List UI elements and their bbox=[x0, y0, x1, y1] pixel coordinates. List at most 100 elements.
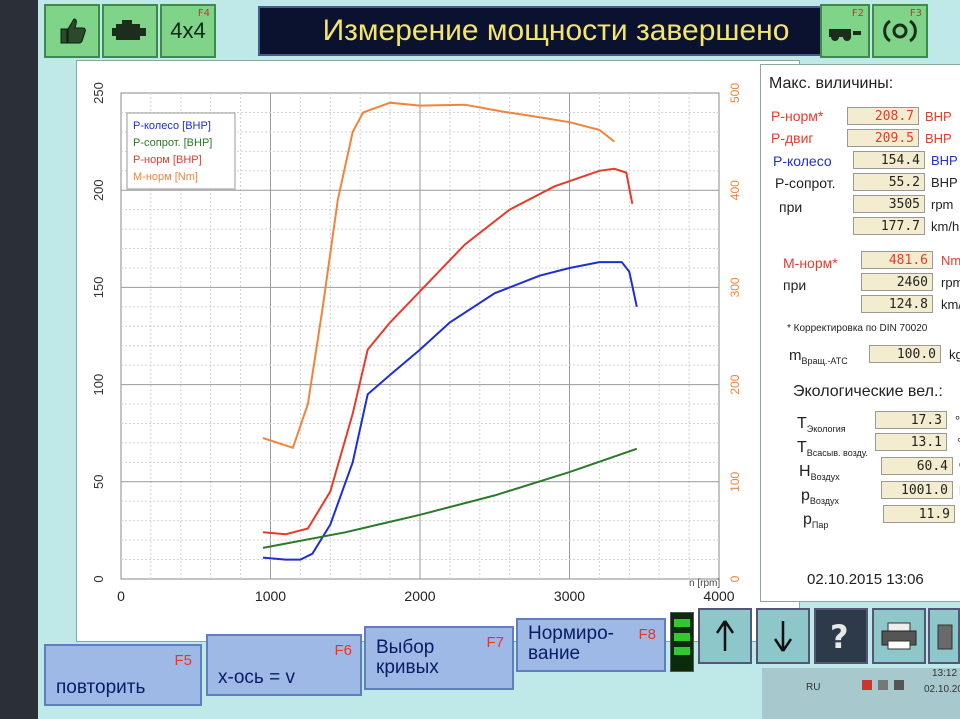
y-right-tick-label: 0 bbox=[728, 575, 742, 582]
fkey-f8: F8 bbox=[638, 626, 656, 643]
y-left-tick-label: 100 bbox=[91, 374, 106, 396]
y-right-tick-label: 200 bbox=[728, 374, 742, 394]
t-eco-sub: Экология bbox=[806, 424, 846, 435]
clock-date: 02.10.20 bbox=[924, 684, 960, 695]
repeat-label: повторить bbox=[56, 677, 146, 698]
y-left-tick-label: 250 bbox=[91, 82, 106, 104]
x-axis-v-button[interactable]: F6 x-ось = v bbox=[206, 634, 362, 696]
p-sopr-label: P-сопрот. bbox=[775, 175, 836, 191]
p-koleso-value: 154.4 bbox=[853, 151, 925, 169]
brake-test-button[interactable]: F2 bbox=[820, 4, 870, 58]
power-chart: 0 1000 2000 3000 4000 0 50 100 150 200 250 0 100 200 3… bbox=[91, 82, 742, 604]
t-eco-label: TЭкология bbox=[797, 415, 846, 434]
m-norm-value: 481.6 bbox=[861, 251, 933, 269]
m-norm-unit: Nm bbox=[941, 253, 960, 268]
p-sopr-value: 55.2 bbox=[853, 173, 925, 191]
din-note: * Корректировка по DIN 70020 bbox=[787, 323, 928, 334]
scroll-up-button[interactable] bbox=[698, 608, 752, 664]
p-koleso-unit: BHP bbox=[931, 153, 958, 168]
y-left-tick-label: 200 bbox=[91, 179, 106, 201]
series-line-2 bbox=[262, 167, 634, 536]
pri-rpm-unit: rpm bbox=[931, 197, 954, 212]
select-curves-line2: кривых bbox=[376, 657, 439, 678]
y-left-tick-label: 0 bbox=[91, 575, 106, 582]
values-panel: Макс. виличины: P-норм* 208.7 BHP P-двиг… bbox=[760, 64, 960, 602]
t-vs-symbol: T bbox=[797, 439, 807, 456]
normalize-label: Нормиро-вание bbox=[528, 624, 614, 664]
mass-symbol: m bbox=[789, 347, 802, 364]
screen: 4x4 F4 Измерение мощности завершено F2 F… bbox=[38, 0, 960, 719]
legend-entry-0: P-колесо [BHP] bbox=[133, 120, 211, 132]
h-sub: Воздух bbox=[810, 472, 840, 483]
p-par-sub: Пар bbox=[811, 520, 829, 531]
series-line-0 bbox=[262, 261, 638, 561]
t-vs-unit: °C bbox=[957, 435, 960, 450]
y-right-tick-label: 500 bbox=[728, 83, 742, 103]
mass-sub: Вращ.-АТС bbox=[801, 356, 848, 366]
os-taskbar: RU 13:12 02.10.20 bbox=[762, 668, 960, 719]
fkey-roller: F3 bbox=[909, 8, 922, 19]
m-rpm-value: 2460 bbox=[861, 273, 933, 291]
normalize-button[interactable]: F8 Нормиро-вание bbox=[516, 618, 666, 672]
level-indicator bbox=[670, 612, 694, 672]
legend-box bbox=[126, 112, 236, 190]
thumbs-up-button[interactable] bbox=[44, 4, 100, 58]
m-speed-value: 124.8 bbox=[861, 295, 933, 313]
4x4-label: 4x4 bbox=[170, 18, 206, 43]
legend-entry-1: P-сопрот. [BHP] bbox=[133, 137, 212, 149]
clock-time: 13:12 bbox=[932, 668, 958, 679]
lang-indicator[interactable]: RU bbox=[806, 682, 821, 693]
dyno-roller-icon bbox=[829, 29, 861, 41]
p-dvig-value: 209.5 bbox=[847, 129, 919, 147]
tray-icons bbox=[862, 680, 904, 690]
chart-legend: P-колесо [BHP] P-сопрот. [BHP] P-норм [BHP… bbox=[126, 112, 236, 190]
legend-entry-3: М-норм [Nm] bbox=[133, 171, 198, 183]
exit-button[interactable] bbox=[928, 608, 960, 664]
x-tick-label: 2000 bbox=[404, 588, 435, 604]
p-dvig-label: P-двиг bbox=[771, 130, 814, 146]
pri-label-2: при bbox=[783, 277, 807, 293]
pri-label-1: при bbox=[779, 199, 803, 215]
t-eco-symbol: T bbox=[797, 415, 807, 432]
select-curves-button[interactable]: F7 Выбор кривых bbox=[364, 626, 514, 690]
y-right-tick-label: 100 bbox=[728, 471, 742, 491]
x-axis-label: n [rpm] bbox=[689, 578, 720, 589]
m-speed-unit: km/h bbox=[941, 297, 960, 312]
pri-speed-unit: km/h bbox=[931, 219, 960, 234]
h-symbol: H bbox=[799, 463, 811, 480]
roller-button[interactable]: F3 bbox=[872, 4, 928, 58]
max-values-title: Макс. виличины: bbox=[769, 75, 894, 92]
repeat-button[interactable]: F5 повторить bbox=[44, 644, 202, 706]
arrow-up-icon bbox=[715, 620, 735, 651]
y-left-tick-label: 150 bbox=[91, 277, 106, 299]
print-button[interactable] bbox=[872, 608, 926, 664]
p-norm-label: P-норм* bbox=[771, 108, 824, 124]
door-icon bbox=[937, 624, 953, 650]
mass-value: 100.0 bbox=[869, 345, 941, 363]
mass-unit: kg bbox=[949, 347, 960, 362]
y-right-tick-label: 300 bbox=[728, 277, 742, 297]
4x4-button[interactable]: 4x4 F4 bbox=[160, 4, 216, 58]
p-par-symbol: p bbox=[803, 511, 812, 528]
p-air-label: pВоздух bbox=[801, 487, 839, 506]
m-rpm-unit: rpm bbox=[941, 275, 960, 290]
chart-curves bbox=[262, 101, 638, 561]
svg-text:?: ? bbox=[830, 618, 849, 654]
y-right-tick-label: 400 bbox=[728, 180, 742, 200]
scroll-down-button[interactable] bbox=[756, 608, 810, 664]
select-curves-line1: Выбор bbox=[376, 637, 435, 658]
t-vs-label: TВсасыв. возду. bbox=[797, 439, 868, 458]
select-curves-label: Выбор кривых bbox=[376, 638, 439, 678]
fkey-f5: F5 bbox=[174, 652, 192, 669]
y-left-tick-label: 50 bbox=[91, 475, 106, 489]
t-eco-unit: °C bbox=[955, 413, 960, 428]
brake-disc-icon bbox=[883, 19, 917, 43]
pri-rpm-value: 3505 bbox=[853, 195, 925, 213]
engine-button[interactable] bbox=[102, 4, 158, 58]
mass-label: mВращ.-АТС bbox=[789, 347, 848, 366]
x-tick-label: 4000 bbox=[703, 588, 734, 604]
page-title: Измерение мощности завершено bbox=[322, 14, 790, 47]
normalize-line2: вание bbox=[528, 643, 581, 664]
page-title-bar: Измерение мощности завершено bbox=[258, 6, 854, 56]
help-button[interactable]: ? bbox=[814, 608, 868, 664]
